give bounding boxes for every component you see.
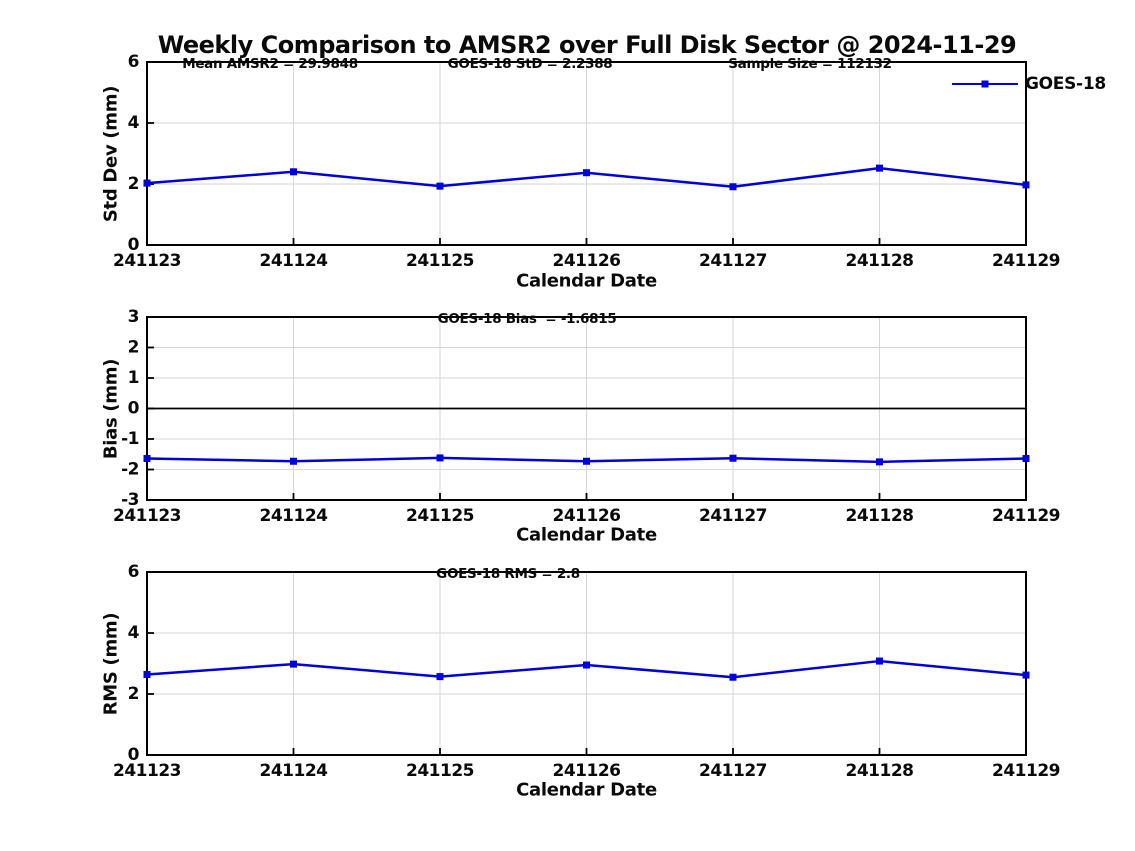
data-point-marker bbox=[436, 182, 444, 190]
x-tick-label: 241128 bbox=[846, 761, 914, 781]
annotation-sample-size: Sample Size = 112132 bbox=[728, 56, 892, 72]
x-tick-label: 241125 bbox=[406, 506, 474, 526]
x-tick-label: 241123 bbox=[113, 251, 181, 271]
legend-label: GOES-18 bbox=[1025, 74, 1106, 94]
x-tick-label: 241127 bbox=[699, 761, 767, 781]
data-point-marker bbox=[583, 661, 590, 669]
y-tick-label: 0 bbox=[128, 235, 140, 255]
y-axis-label-stddev: Std Dev (mm) bbox=[100, 85, 122, 222]
x-axis-label-1: Calendar Date bbox=[516, 270, 657, 292]
data-point-marker bbox=[290, 457, 297, 465]
data-point-marker bbox=[1022, 455, 1030, 463]
annotation-goes18-rms: GOES-18 RMS = 2.8 bbox=[436, 566, 580, 582]
data-point-marker bbox=[876, 458, 883, 466]
chart-title: Weekly Comparison to AMSR2 over Full Dis… bbox=[157, 31, 1017, 59]
x-tick-label: 241127 bbox=[699, 506, 767, 526]
x-axis-label-2: Calendar Date bbox=[516, 524, 657, 546]
data-point-marker bbox=[729, 183, 737, 191]
data-point-marker bbox=[583, 169, 590, 177]
data-point-marker bbox=[876, 657, 883, 665]
y-tick-label: 6 bbox=[128, 562, 139, 582]
x-tick-label: 241129 bbox=[992, 251, 1060, 271]
x-axis-label-3: Calendar Date bbox=[516, 779, 657, 801]
y-axis-label-rms: RMS (mm) bbox=[100, 612, 122, 715]
y-tick-label: -2 bbox=[121, 460, 139, 480]
data-point-marker bbox=[729, 454, 737, 462]
x-tick-label: 241124 bbox=[260, 251, 329, 271]
y-tick-label: 2 bbox=[128, 338, 139, 358]
annotation-goes18-std: GOES-18 StD = 2.2388 bbox=[447, 56, 613, 72]
y-tick-label: 2 bbox=[128, 684, 139, 704]
x-tick-label: 241123 bbox=[113, 761, 181, 781]
x-tick-label: 241126 bbox=[553, 761, 621, 781]
data-point-marker bbox=[436, 454, 444, 462]
y-tick-label: -1 bbox=[121, 429, 139, 449]
y-tick-label: 4 bbox=[128, 113, 140, 133]
data-point-marker bbox=[1022, 671, 1030, 679]
x-tick-label: 241126 bbox=[553, 506, 621, 526]
data-point-marker bbox=[436, 673, 444, 681]
y-tick-label: 3 bbox=[128, 307, 139, 327]
legend-marker-icon bbox=[981, 80, 989, 88]
y-axis-label-bias: Bias (mm) bbox=[100, 358, 122, 459]
data-point-marker bbox=[583, 457, 590, 465]
y-tick-label: 2 bbox=[128, 174, 139, 194]
x-tick-label: 241125 bbox=[406, 761, 474, 781]
data-point-marker bbox=[143, 455, 151, 463]
x-tick-label: 241128 bbox=[846, 506, 914, 526]
legend-line-sample bbox=[952, 80, 1018, 88]
annotation-goes18-bias: GOES-18 Bias = -1.6815 bbox=[437, 311, 617, 327]
y-tick-label: -3 bbox=[121, 490, 139, 510]
y-tick-label: 4 bbox=[128, 623, 140, 643]
data-point-marker bbox=[143, 179, 151, 187]
data-point-marker bbox=[729, 673, 737, 681]
x-tick-label: 241124 bbox=[260, 761, 329, 781]
data-point-marker bbox=[876, 164, 883, 172]
y-tick-label: 6 bbox=[128, 52, 139, 72]
x-tick-label: 241125 bbox=[406, 251, 474, 271]
x-tick-label: 241127 bbox=[699, 251, 767, 271]
y-tick-label: 0 bbox=[128, 399, 140, 419]
x-tick-label: 241129 bbox=[992, 761, 1060, 781]
data-point-marker bbox=[143, 670, 151, 678]
x-tick-label: 241123 bbox=[113, 506, 181, 526]
annotation-mean-amsr2: Mean AMSR2 = 29.9848 bbox=[182, 56, 358, 72]
x-tick-label: 241128 bbox=[846, 251, 914, 271]
x-tick-label: 241129 bbox=[992, 506, 1060, 526]
y-tick-label: 0 bbox=[128, 745, 140, 765]
data-point-marker bbox=[1022, 181, 1030, 189]
data-point-marker bbox=[290, 168, 297, 176]
x-tick-label: 241124 bbox=[260, 506, 329, 526]
x-tick-label: 241126 bbox=[553, 251, 621, 271]
data-point-marker bbox=[290, 660, 297, 668]
y-tick-label: 1 bbox=[128, 368, 139, 388]
legend: GOES-18 bbox=[952, 74, 1106, 94]
